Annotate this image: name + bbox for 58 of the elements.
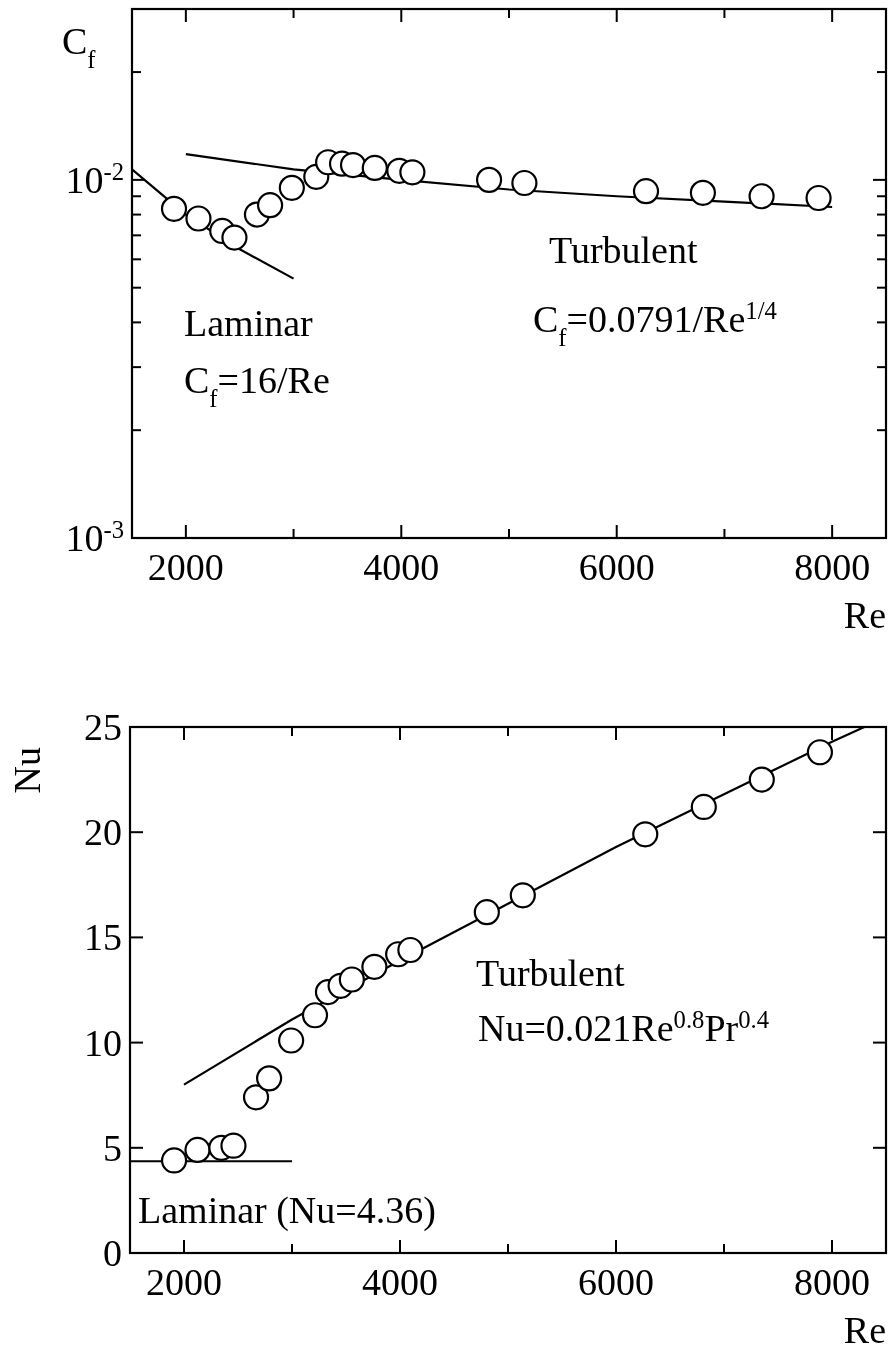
y-tick-label: 15 (84, 916, 122, 959)
point (221, 224, 248, 251)
x-tick-label: 2000 (147, 546, 224, 588)
x-tick-label: 4000 (362, 1261, 438, 1303)
point (399, 159, 426, 186)
annotation: Turbulent (549, 229, 698, 271)
point (278, 1027, 305, 1054)
point (632, 821, 659, 848)
point (397, 936, 424, 964)
point (160, 1147, 188, 1174)
x-axis-title: Re (843, 1309, 886, 1346)
point (689, 179, 716, 206)
annotation: Laminar (184, 302, 314, 344)
point (748, 766, 775, 793)
point (256, 192, 284, 219)
y-tick-label: 10$^{-3}$ (65, 515, 124, 559)
y-axis-title: Nu (6, 747, 48, 794)
x-tick-label: 6000 (578, 546, 655, 588)
point (511, 169, 538, 197)
point (473, 899, 500, 926)
line-series (184, 153, 834, 209)
y-tick-label: 10 (84, 1021, 122, 1064)
point (160, 195, 188, 222)
point (805, 184, 832, 212)
point (184, 1136, 211, 1163)
point (338, 966, 365, 993)
y-tick-label: 5 (103, 1126, 122, 1169)
annotation: C$_{f}$=0.0791/Re$^{1/4}$ (533, 296, 777, 351)
annotation: Nu=0.021Re$^{0.8}$Pr$^{0.4}$ (478, 1005, 770, 1049)
point (361, 154, 388, 181)
point (361, 953, 388, 980)
point (339, 151, 367, 179)
point (278, 174, 305, 201)
x-tick-label: 6000 (578, 1261, 654, 1303)
y-tick-label: 10$^{-2}$ (65, 157, 124, 201)
point (301, 1002, 329, 1029)
annotation: Turbulent (476, 952, 625, 994)
x-tick-label: 2000 (146, 1261, 222, 1303)
point (475, 166, 503, 193)
point (220, 1132, 247, 1159)
annotation: Laminar (Nu=4.36) (138, 1189, 436, 1232)
x-axis-title: Re (843, 594, 886, 636)
annotation: C$_{f}$=16/Re (184, 359, 330, 412)
point (690, 793, 717, 821)
x-tick-label: 4000 (363, 546, 440, 588)
x-tick-label: 8000 (794, 1261, 870, 1303)
y-tick-label: 0 (103, 1232, 122, 1274)
point (632, 178, 660, 205)
x-tick-label: 8000 (794, 546, 871, 588)
y-tick-label: 20 (84, 811, 122, 854)
point (256, 1065, 283, 1092)
point (185, 205, 212, 232)
point (806, 739, 833, 766)
point (242, 1084, 270, 1111)
y-axis-title: C$_{f}$ (62, 20, 97, 73)
y-tick-label: 25 (84, 706, 122, 748)
point (509, 882, 536, 909)
point (748, 183, 775, 210)
